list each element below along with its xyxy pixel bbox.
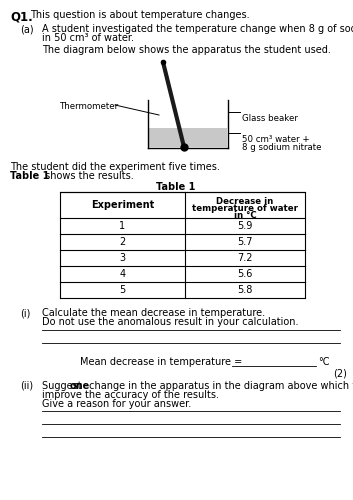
Text: temperature of water: temperature of water: [192, 204, 298, 213]
Text: 5.9: 5.9: [237, 221, 253, 231]
Text: Give a reason for your answer.: Give a reason for your answer.: [42, 399, 191, 409]
Text: 4: 4: [119, 269, 126, 279]
Text: Decrease in: Decrease in: [216, 197, 274, 206]
Text: Q1.: Q1.: [10, 10, 33, 23]
Text: (ii): (ii): [20, 381, 33, 391]
Bar: [60, 192, 305, 218]
Text: Glass beaker: Glass beaker: [242, 114, 298, 123]
Text: 5: 5: [119, 285, 126, 295]
Text: Calculate the mean decrease in temperature.: Calculate the mean decrease in temperatu…: [42, 308, 265, 318]
Text: Table 1: Table 1: [10, 171, 49, 181]
Text: (a): (a): [20, 24, 34, 34]
Text: The diagram below shows the apparatus the student used.: The diagram below shows the apparatus th…: [42, 45, 331, 55]
Text: 2: 2: [119, 237, 126, 247]
Text: Experiment: Experiment: [91, 200, 154, 210]
Text: (2): (2): [333, 369, 347, 379]
Text: Do not use the anomalous result in your calculation.: Do not use the anomalous result in your …: [42, 317, 299, 327]
Text: improve the accuracy of the results.: improve the accuracy of the results.: [42, 390, 219, 400]
Text: in °C: in °C: [234, 211, 256, 220]
Text: 5.7: 5.7: [237, 237, 253, 247]
Text: Suggest: Suggest: [42, 381, 85, 391]
Text: shows the results.: shows the results.: [42, 171, 134, 181]
Polygon shape: [149, 128, 227, 147]
Text: 8 g sodium nitrate: 8 g sodium nitrate: [242, 143, 322, 152]
Text: °C: °C: [318, 357, 329, 367]
Text: 7.2: 7.2: [237, 253, 253, 263]
Text: A student investigated the temperature change when 8 g of sodium nitrate dissolv: A student investigated the temperature c…: [42, 24, 353, 34]
Text: change in the apparatus in the diagram above which would: change in the apparatus in the diagram a…: [86, 381, 353, 391]
Text: one: one: [70, 381, 90, 391]
Text: 50 cm³ water +: 50 cm³ water +: [242, 135, 310, 144]
Text: Table 1: Table 1: [156, 182, 196, 192]
Text: Thermometer: Thermometer: [60, 102, 119, 111]
Text: 3: 3: [119, 253, 126, 263]
Text: 1: 1: [119, 221, 126, 231]
Text: The student did the experiment five times.: The student did the experiment five time…: [10, 162, 220, 172]
Text: This question is about temperature changes.: This question is about temperature chang…: [30, 10, 250, 20]
Text: 5.6: 5.6: [237, 269, 253, 279]
Text: Mean decrease in temperature =: Mean decrease in temperature =: [80, 357, 245, 367]
Text: 5.8: 5.8: [237, 285, 253, 295]
Text: (i): (i): [20, 308, 30, 318]
Text: in 50 cm³ of water.: in 50 cm³ of water.: [42, 33, 134, 43]
